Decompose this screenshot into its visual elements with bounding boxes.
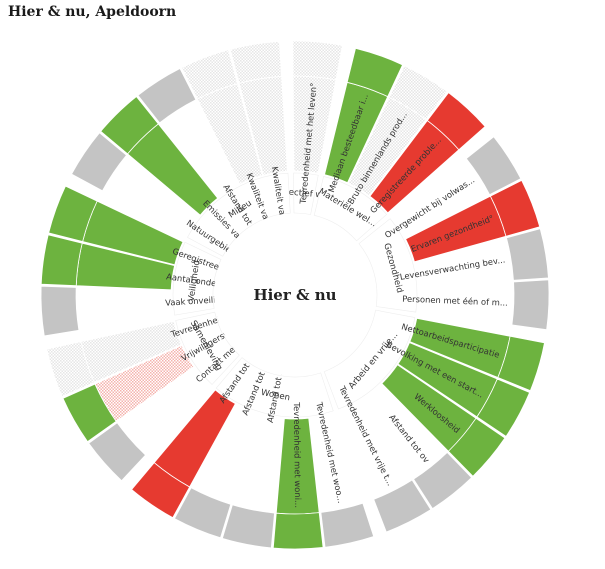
theme-segment-7[interactable]: [187, 172, 291, 257]
indicator-status-bar[interactable]: [388, 65, 448, 121]
indicator-status-bar[interactable]: [48, 185, 98, 242]
indicator-status-bar[interactable]: [181, 49, 238, 100]
indicator-status-bar[interactable]: [497, 335, 545, 392]
indicator-status-bar[interactable]: [320, 502, 375, 548]
indicator-status-bar[interactable]: [62, 383, 117, 443]
indicator-segment[interactable]: [75, 287, 174, 331]
indicator-status-bar[interactable]: [173, 487, 232, 539]
indicator-status-bar[interactable]: [346, 47, 404, 98]
indicator-status-bar[interactable]: [505, 228, 549, 281]
theme-segment-5[interactable]: [175, 311, 240, 385]
theme-segment-2[interactable]: [358, 218, 418, 313]
indicator-status-bar[interactable]: [46, 341, 95, 397]
indicator-status-bar[interactable]: [131, 462, 191, 519]
indicator-status-bar[interactable]: [40, 285, 80, 337]
chart-title: Hier & nu: [253, 286, 336, 304]
indicator-status-bar[interactable]: [413, 451, 473, 510]
indicator-status-bar[interactable]: [137, 68, 197, 124]
indicator-status-bar[interactable]: [489, 179, 541, 237]
theme-segment-1[interactable]: [313, 176, 388, 242]
center-circle: [214, 214, 376, 376]
indicator-status-bar[interactable]: [465, 136, 522, 196]
indicator-status-bar[interactable]: [476, 378, 531, 437]
indicator-status-bar[interactable]: [373, 479, 432, 533]
page-title: Hier & nu, Apeldoorn: [8, 4, 177, 20]
indicator-status-bar[interactable]: [71, 132, 127, 192]
indicator-status-bar[interactable]: [40, 234, 83, 287]
indicator-status-bar[interactable]: [426, 92, 486, 151]
indicator-label: Tevredenheid met woni...: [292, 401, 303, 508]
theme-segment-6[interactable]: [172, 241, 222, 316]
indicator-status-bar[interactable]: [511, 279, 550, 331]
indicator-status-bar[interactable]: [292, 40, 343, 81]
indicator-status-bar[interactable]: [229, 41, 282, 84]
indicator-status-bar[interactable]: [447, 417, 506, 477]
indicator-label: Personen met één of m...: [402, 294, 508, 308]
indicator-status-bar[interactable]: [88, 422, 147, 482]
indicator-status-bar[interactable]: [272, 512, 324, 550]
theme-segment-0[interactable]: [293, 172, 319, 215]
theme-segment-3[interactable]: [323, 309, 416, 410]
indicator-status-bar[interactable]: [100, 96, 159, 155]
indicator-status-bar[interactable]: [221, 504, 275, 549]
theme-segment-4[interactable]: [215, 357, 334, 418]
